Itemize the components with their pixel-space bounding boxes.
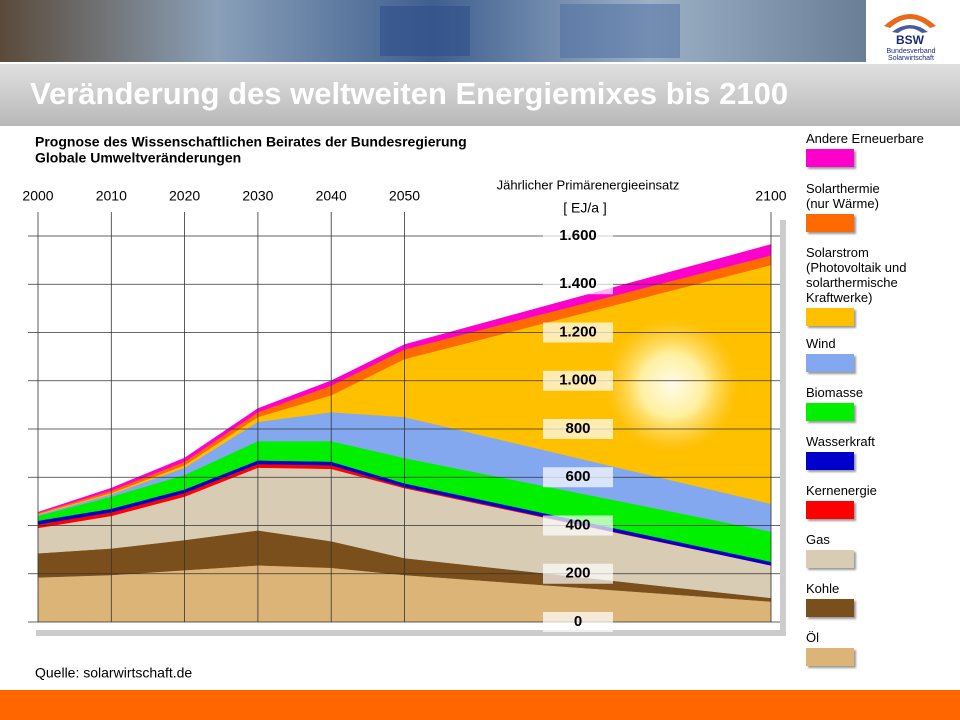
sun (602, 315, 742, 455)
logo: BSW (896, 33, 925, 47)
legend-label: Wind (806, 336, 836, 351)
y-axis-unit: [ EJ/a ] (563, 200, 607, 216)
legend-label: Solarstrom (Photovoltaik und solarthermi… (806, 245, 907, 305)
y-tick-label: 600 (565, 468, 590, 485)
y-axis-label: Jährlicher Primärenergieeinsatz (497, 177, 680, 192)
y-tick-label: 1.200 (559, 323, 597, 340)
tick-label-bg (543, 612, 613, 632)
logo-subtitle: Bundesverband Solarwirtschaft (886, 48, 936, 62)
logo-arc (892, 25, 928, 33)
legend-swatch (806, 214, 854, 232)
y-tick-label: 1.000 (559, 372, 597, 389)
banner-panel (380, 6, 470, 56)
legend-swatch (806, 501, 854, 519)
legend-label: Kernenergie (806, 483, 877, 498)
legend-swatch (806, 550, 854, 568)
subtitle: Globale Umweltveränderungen (35, 150, 241, 166)
x-tick-label: 2100 (755, 188, 786, 204)
legend-label: Andere Erneuerbare (806, 131, 924, 146)
legend-swatch (806, 648, 854, 666)
legend-swatch (806, 403, 854, 421)
y-tick-label: 0 (574, 613, 582, 630)
x-tick-label: 2000 (22, 188, 53, 204)
logo-arc (884, 14, 936, 28)
banner-panel (560, 4, 680, 58)
tick-label-bg (543, 515, 613, 536)
tick-label-bg (543, 226, 613, 246)
x-tick-label: 2010 (96, 188, 127, 204)
legend-swatch (806, 308, 854, 326)
legend-label: Solarthermie (nur Wärme) (806, 181, 880, 211)
tick-label-bg (543, 467, 613, 488)
tick-label-bg (543, 370, 613, 391)
y-tick-label: 1.400 (559, 275, 597, 292)
x-tick-label: 2020 (169, 188, 200, 204)
legend-label: Biomasse (806, 385, 864, 400)
tick-label-bg (543, 274, 613, 295)
legend-swatch (806, 452, 854, 470)
footer-bar (0, 690, 960, 720)
legend-swatch (806, 354, 854, 372)
tick-label-bg (543, 563, 613, 584)
y-tick-label: 1.600 (559, 227, 597, 244)
tick-label-bg (543, 419, 613, 439)
legend-label: Kohle (806, 581, 840, 596)
legend-swatch (806, 599, 854, 617)
tick-label-bg (543, 322, 613, 343)
y-tick-label: 400 (565, 516, 590, 533)
x-tick-label: 2040 (316, 188, 347, 204)
x-tick-label: 2050 (389, 188, 420, 204)
source: Quelle: solarwirtschaft.de (35, 665, 192, 681)
legend-label: Öl (806, 630, 819, 645)
y-tick-label: 800 (565, 420, 590, 437)
title-bar (0, 64, 960, 126)
legend-label: Wasserkraft (806, 434, 875, 449)
legend-swatch (806, 149, 854, 167)
chart-title: Veränderung des weltweiten Energiemixes … (30, 76, 788, 111)
y-tick-label: 200 (565, 565, 590, 582)
legend-label: Gas (806, 532, 830, 547)
x-tick-label: 2030 (242, 188, 273, 204)
subtitle: Prognose des Wissenschaftlichen Beirates… (35, 134, 467, 150)
